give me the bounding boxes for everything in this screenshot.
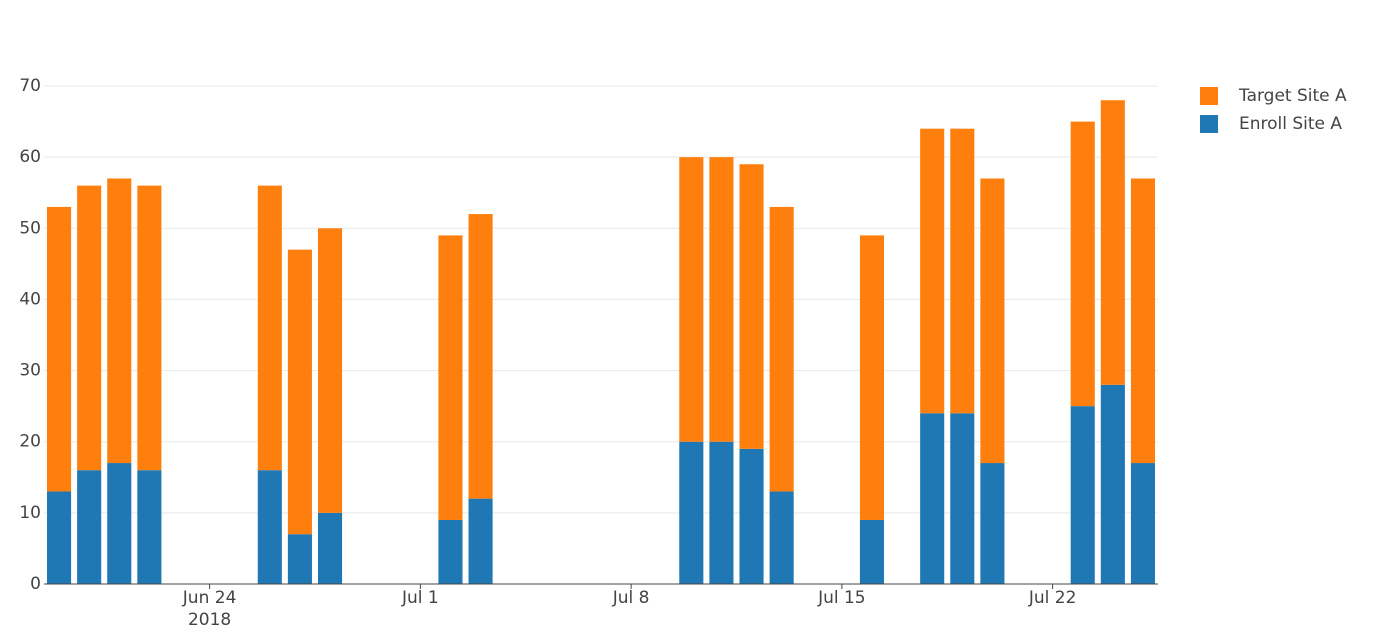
bar bbox=[438, 235, 463, 520]
bar bbox=[709, 441, 734, 584]
x-tick-label: Jul 22 bbox=[1028, 588, 1077, 608]
legend-label: Enroll Site A bbox=[1239, 114, 1342, 134]
bar bbox=[107, 463, 132, 584]
bar bbox=[859, 519, 885, 584]
bar bbox=[77, 470, 102, 584]
legend-label: Target Site A bbox=[1238, 86, 1347, 106]
bar bbox=[920, 413, 945, 584]
bar bbox=[920, 128, 945, 414]
bar bbox=[468, 214, 493, 499]
bar bbox=[859, 235, 885, 520]
y-tick-label: 60 bbox=[19, 147, 41, 167]
bar bbox=[1130, 463, 1155, 584]
bar bbox=[257, 470, 282, 584]
bar bbox=[769, 491, 794, 584]
legend-swatch bbox=[1200, 115, 1218, 133]
bar bbox=[317, 512, 343, 584]
y-tick-label: 50 bbox=[19, 218, 41, 238]
bar bbox=[287, 534, 312, 584]
bar bbox=[980, 463, 1005, 584]
bar bbox=[739, 164, 764, 449]
bar bbox=[438, 519, 463, 584]
y-tick-label: 70 bbox=[19, 76, 41, 96]
bar bbox=[47, 206, 72, 492]
bar bbox=[137, 185, 162, 471]
bar bbox=[287, 249, 312, 535]
x-tick-label: Jul 8 bbox=[612, 588, 650, 608]
x-tick-label: Jul 15 bbox=[817, 588, 866, 608]
bar bbox=[950, 128, 975, 414]
bar bbox=[468, 498, 493, 584]
bar bbox=[679, 157, 704, 442]
x-tick-label: Jun 24 bbox=[182, 588, 237, 608]
y-tick-label: 40 bbox=[19, 289, 41, 309]
bar bbox=[739, 448, 764, 584]
bar bbox=[317, 228, 343, 513]
y-tick-label: 10 bbox=[19, 503, 41, 523]
bar bbox=[137, 470, 162, 584]
bar bbox=[709, 157, 734, 442]
bar bbox=[257, 185, 282, 471]
x-tick-label: Jul 1 bbox=[401, 588, 439, 608]
bar bbox=[950, 413, 975, 584]
y-tick-label: 0 bbox=[30, 574, 41, 594]
bar bbox=[1100, 384, 1125, 584]
bar bbox=[107, 178, 132, 464]
bar bbox=[1070, 406, 1095, 584]
y-tick-label: 30 bbox=[19, 361, 41, 381]
legend-swatch bbox=[1200, 87, 1218, 105]
bar bbox=[77, 185, 102, 471]
y-tick-label: 20 bbox=[19, 432, 41, 452]
bar bbox=[980, 178, 1005, 464]
bar bbox=[47, 491, 72, 584]
bar bbox=[1100, 100, 1125, 385]
bar bbox=[769, 206, 794, 492]
bar bbox=[679, 441, 704, 584]
bar bbox=[1070, 121, 1095, 407]
bar bbox=[1130, 178, 1155, 464]
x-tick-sublabel: 2018 bbox=[188, 610, 231, 630]
